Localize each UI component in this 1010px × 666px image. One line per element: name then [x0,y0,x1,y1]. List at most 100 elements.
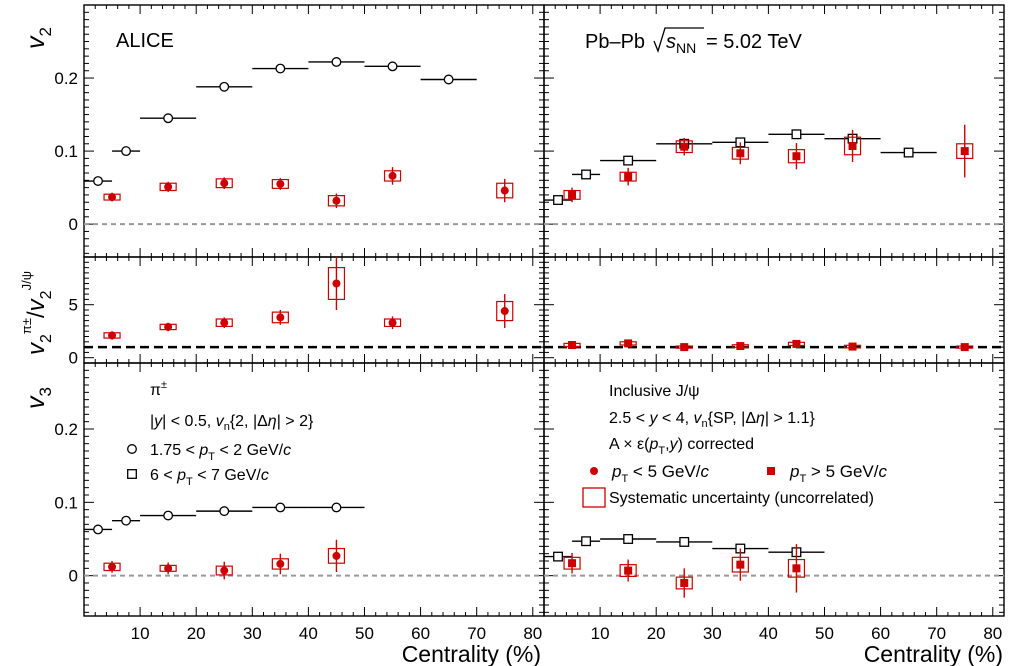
data-point [500,307,509,316]
data-point [388,318,397,327]
data-point [276,559,285,568]
x-tick-label: 50 [355,624,374,643]
x-tick-label: 30 [243,624,262,643]
syst-box [215,178,233,189]
series [84,57,477,186]
data-point [387,61,398,72]
data-point [500,186,509,195]
data-point [568,559,577,568]
series [103,539,346,580]
x-tick-label: 30 [703,624,722,643]
legend-open-circle-marker [127,444,137,454]
data-point [568,190,577,199]
data-point [276,313,285,322]
syst-box [271,178,289,189]
data-point [331,57,342,67]
data-point [680,142,689,151]
x-tick-label: 40 [299,624,318,643]
legend-filled-circle-marker [590,467,598,475]
y-axis-title-middle: v2π±/v2J/ψ [19,271,55,355]
series [103,257,514,340]
y-tick-label: 0 [69,567,78,586]
y-tick-label: 0.1 [54,142,78,161]
data-point [108,193,117,202]
legend-pion-selection: |y| < 0.5, vn{2, |Δη| > 2} [150,413,314,433]
data-point [220,179,229,188]
legend-syst-box-label: Systematic uncertainty (uncorrelated) [609,490,874,507]
legend-filled-square-label: pT > 5 GeV/c [789,462,888,485]
data-point [960,147,969,156]
data-point [553,195,563,205]
panel-frame [543,362,1005,617]
legend-jpsi-correction: A × ε(pT,y) corrected [609,436,754,457]
data-point [553,551,563,562]
data-point [792,339,801,348]
series [103,167,514,209]
collision-system-label: Pb–Pb sNN = 5.02 TeV [585,27,802,56]
energy-variable: sNN [666,31,696,56]
data-point [679,536,690,547]
x-tick-label: 40 [759,624,778,643]
y-tick-label: 0 [69,215,78,234]
y-tick-label: 0.1 [54,493,78,512]
syst-box [327,195,346,207]
x-tick-label: 20 [187,624,206,643]
syst-box [271,311,289,324]
legend-syst-box-marker [582,487,606,508]
data-point [332,196,341,205]
legend-pion: π± |y| < 0.5, vn{2, |Δη| > 2} 1.75 < pT < … [127,379,314,488]
data-point [331,502,342,513]
data-point [443,74,454,85]
x-tick-label: 70 [927,624,946,643]
data-point [220,318,229,327]
syst-box [271,558,289,570]
y-tick-label: 0.2 [54,69,78,88]
data-point [623,534,634,544]
data-point [93,524,103,535]
syst-box [215,565,233,576]
data-point [960,343,969,352]
syst-box [956,143,974,159]
y-axis-title-bottom: v3 [22,387,55,409]
syst-box [327,267,346,301]
data-point [163,113,174,124]
data-point [623,155,634,166]
series [544,534,825,562]
y-tick-label: 0.2 [54,420,78,439]
data-point [164,182,173,191]
legend-open-circle-label: 1.75 < pT < 2 GeV/c [150,442,291,463]
data-point [736,149,745,158]
x-axis-title-right: Centrality (%) [864,641,1003,666]
x-tick-label: 50 [815,624,834,643]
x-tick-label: 70 [467,624,486,643]
syst-box [496,300,514,322]
syst-box [563,189,581,200]
legend-pion-title: π± [150,379,167,399]
data-point [624,172,633,181]
data-point [108,562,117,571]
experiment-label: ALICE [116,30,174,52]
panel-middle-left: 05 [69,256,545,368]
syst-box [496,182,514,199]
data-point [848,342,857,351]
x-tick-label: 10 [591,624,610,643]
data-point [93,176,103,186]
y-axis-title-top: v2 [22,27,55,49]
legend-jpsi-selection: 2.5 < y < 4, vn{SP, |Δη| > 1.1} [609,410,816,430]
series [563,339,974,352]
x-tick-label: 10 [131,624,150,643]
data-point [680,579,689,587]
data-point [624,566,633,575]
syst-box [731,146,749,160]
legend-open-square-marker [127,469,137,479]
syst-box [787,149,806,164]
data-point [568,340,577,349]
data-point [220,566,229,575]
x-tick-label: 80 [983,624,1002,643]
legend-open-square-label: 6 < pT < 7 GeV/c [150,467,269,488]
syst-box [619,171,637,182]
data-point [736,342,745,351]
panel-bottom-left: 10 20 30 40 50 60 70 80 0 0.1 0.2 [54,362,545,643]
syst-box [327,547,346,564]
panel-bottom-right: 10 20 30 40 50 60 70 80 [543,362,1005,643]
